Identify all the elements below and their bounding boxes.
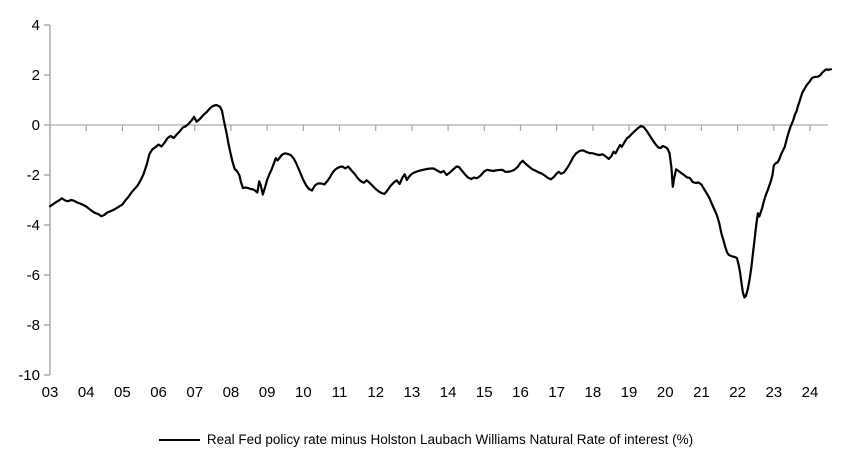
x-axis-label: 22 [729, 384, 746, 401]
x-axis-label: 03 [42, 384, 59, 401]
legend: Real Fed policy rate minus Holston Lauba… [0, 432, 852, 447]
x-axis-label: 04 [78, 384, 95, 401]
legend-label: Real Fed policy rate minus Holston Lauba… [206, 432, 694, 447]
y-axis-label: -6 [27, 267, 40, 284]
x-axis-label: 13 [404, 384, 421, 401]
x-axis-label: 08 [223, 384, 240, 401]
legend-line-sample [158, 438, 200, 441]
y-axis-label: -4 [27, 217, 40, 234]
x-axis-label: 07 [186, 384, 203, 401]
y-axis-label: -2 [27, 167, 40, 184]
x-axis-label: 05 [114, 384, 131, 401]
y-axis-label: -10 [18, 367, 40, 384]
y-axis-label: 2 [32, 67, 40, 84]
x-axis-label: 09 [259, 384, 276, 401]
x-axis-label: 06 [150, 384, 167, 401]
x-axis-label: 16 [512, 384, 529, 401]
x-axis-label: 23 [765, 384, 782, 401]
x-axis-label: 21 [693, 384, 710, 401]
x-axis-label: 19 [621, 384, 638, 401]
y-axis-label: -8 [27, 317, 40, 334]
x-axis-label: 15 [476, 384, 493, 401]
data-line [48, 68, 833, 299]
x-axis-label: 20 [657, 384, 674, 401]
x-axis-label: 17 [548, 384, 565, 401]
x-axis-label: 24 [802, 384, 819, 401]
x-axis-label: 18 [585, 384, 602, 401]
y-axis-label: 0 [32, 117, 40, 134]
y-axis-label: 4 [32, 17, 40, 34]
x-axis-label: 10 [295, 384, 312, 401]
x-axis-label: 14 [440, 384, 457, 401]
x-axis-label: 12 [367, 384, 384, 401]
x-axis-label: 11 [332, 384, 348, 401]
